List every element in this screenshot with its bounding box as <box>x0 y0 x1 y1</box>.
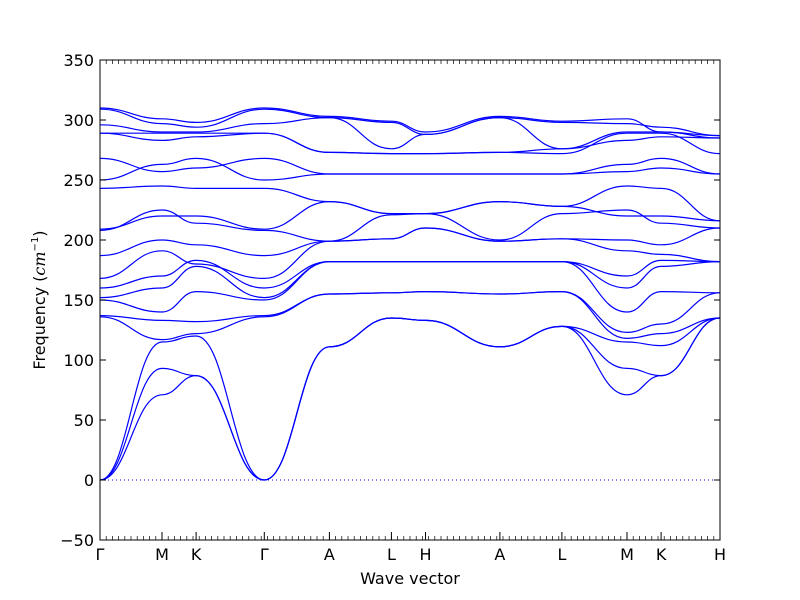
y-tick-label: 200 <box>63 231 94 250</box>
y-axis-title-prefix: Frequency ( <box>30 276 49 370</box>
y-axis-title-unit: cm <box>30 251 49 275</box>
x-tick-label: Γ <box>260 545 269 564</box>
band-line-20 <box>99 107 721 137</box>
x-tick-label: H <box>419 545 431 564</box>
y-tick-label: 250 <box>63 171 94 190</box>
x-tick-label: K <box>191 545 202 564</box>
x-minor-ticks <box>99 60 721 540</box>
y-tick-label: 0 <box>84 471 94 490</box>
x-tick-label: A <box>324 545 335 564</box>
y-tick-label: −50 <box>60 531 94 550</box>
y-axis-ticks: −50 0 50 100 150 200 250 300 350 <box>60 51 720 550</box>
x-tick-label: H <box>714 545 726 564</box>
x-tick-label: A <box>494 545 505 564</box>
y-tick-label: 300 <box>63 111 94 130</box>
x-tick-label: M <box>620 545 634 564</box>
x-tick-label: L <box>387 545 396 564</box>
x-tick-label: M <box>155 545 169 564</box>
y-tick-label: 350 <box>63 51 94 70</box>
band-line-10 <box>99 227 721 257</box>
y-axis-title-exp: −1 <box>30 237 41 252</box>
band-line-3 <box>99 317 721 481</box>
y-tick-label: 50 <box>74 411 94 430</box>
y-axis-title-suffix: ) <box>30 230 49 236</box>
x-tick-label: L <box>557 545 566 564</box>
y-tick-label: 150 <box>63 291 94 310</box>
y-tick-label: 100 <box>63 351 94 370</box>
y-axis-title: Frequency (cm−1) <box>30 230 49 369</box>
band-line-17 <box>99 132 721 155</box>
band-lines <box>99 107 721 481</box>
x-axis-title: Wave vector <box>360 569 460 588</box>
band-line-15 <box>99 157 721 175</box>
x-tick-label: Γ <box>96 545 105 564</box>
x-tick-label: K <box>656 545 667 564</box>
band-line-13 <box>99 185 721 222</box>
band-line-18 <box>99 116 721 150</box>
band-line-5 <box>99 290 721 334</box>
band-line-8 <box>99 259 721 289</box>
band-line-19 <box>99 108 721 137</box>
